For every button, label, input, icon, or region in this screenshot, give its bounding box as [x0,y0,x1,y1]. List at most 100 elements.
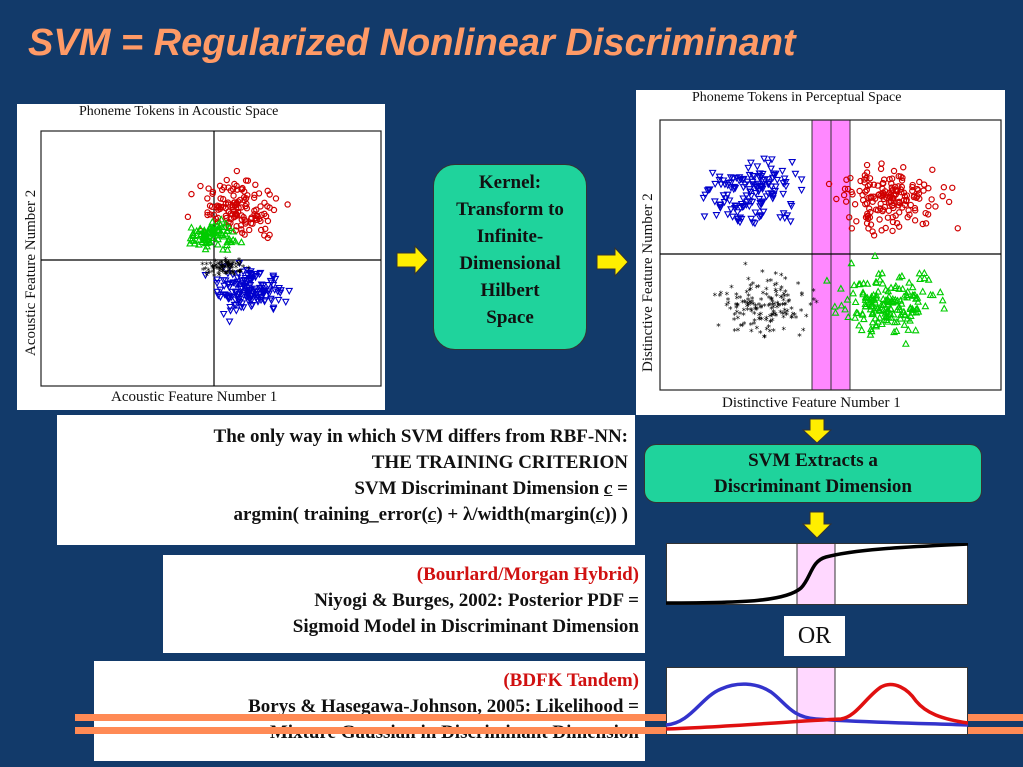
acoustic-space-plot: * * * * * * * * * * * * * * * * * * * * * * * * * * * * * * * * * * * * * * * *… [17,104,385,410]
svg-text:*: * [212,264,217,274]
svg-text:*: * [773,270,778,280]
svg-text:*: * [760,269,765,279]
svg-text:*: * [223,259,228,269]
kernel-line: Dimensional [459,253,561,274]
svg-text:*: * [781,297,786,307]
green-class-cloud [186,215,246,253]
svg-text:*: * [749,307,754,317]
svg-text:*: * [766,302,771,312]
svg-text:*: * [742,307,747,317]
kernel-transform-box: Kernel: Transform to Infinite- Dimension… [433,164,587,350]
svg-text:*: * [786,293,791,303]
svg-text:*: * [746,297,751,307]
svg-text:*: * [754,284,759,294]
svg-text:*: * [769,296,774,306]
svg-text:*: * [212,273,217,283]
svg-text:*: * [750,298,755,308]
svg-text:*: * [231,259,236,269]
svg-text:*: * [217,265,222,275]
svg-text:*: * [768,302,773,312]
svg-text:*: * [205,270,210,280]
svg-text:*: * [786,298,791,308]
svg-text:*: * [774,289,779,299]
svg-text:*: * [735,295,740,305]
svg-text:*: * [213,263,218,273]
svg-text:*: * [782,293,787,303]
svg-text:*: * [217,265,222,275]
svg-text:*: * [738,311,743,321]
svg-text:*: * [757,316,762,326]
svg-text:*: * [226,260,231,270]
svg-text:*: * [221,266,226,276]
perceptual-space-plot: * * * * * * * * * * * * * * * * * * * * * * * * * * * * * * * * * * * * * * * *… [636,90,1005,415]
svg-text:*: * [218,266,223,276]
svm-box-line: Discriminant Dimension [714,476,912,497]
svg-text:*: * [799,308,804,318]
svg-text:*: * [783,289,788,299]
or-label: OR [784,616,845,656]
svg-text:*: * [791,311,796,321]
svg-text:*: * [769,297,774,307]
training-line-4: argmin( training_error(c) + λ/width(marg… [57,502,628,528]
svg-text:*: * [753,303,758,313]
svg-text:*: * [217,268,222,278]
svg-text:*: * [713,292,718,302]
training-text: SVM Discriminant Dimension [354,478,604,499]
svg-text:*: * [748,282,753,292]
svg-text:*: * [801,327,806,337]
svg-text:*: * [782,307,787,317]
svg-text:*: * [225,261,230,271]
svg-text:*: * [774,293,779,303]
perceptual-scatter-canvas: ********* ******************* ******** ****… [659,119,1002,391]
svg-text:*: * [749,322,754,332]
training-line-1: The only way in which SVM differs from R… [213,426,628,447]
svg-text:*: * [228,265,233,275]
svg-text:*: * [759,311,764,321]
svg-text:*: * [768,318,773,328]
lambda-symbol: λ [462,504,473,525]
svg-text:*: * [758,316,763,326]
svg-text:*: * [783,310,788,320]
training-text: = [612,478,628,499]
svg-text:*: * [227,262,232,272]
sigmoid-curve [666,543,968,605]
acoustic-scatter-canvas: * ** ** *** ** **** ** ** *** ****** **** ** *******… [40,130,382,387]
svg-text:*: * [769,277,774,287]
svg-text:*: * [765,326,770,336]
svg-text:*: * [718,292,723,302]
training-text: argmin( training_error( [233,504,428,525]
sigmoid-diagram [666,543,968,605]
svg-text:*: * [747,299,752,309]
svg-text:*: * [221,268,226,278]
training-text: /width(margin( [472,504,596,525]
svg-text:*: * [221,264,226,274]
discriminant-band [796,667,836,735]
svg-text:*: * [787,297,792,307]
svg-text:*: * [755,306,760,316]
svg-text:*: * [770,301,775,311]
slide-title: SVM = Regularized Nonlinear Discriminant [28,22,796,64]
svg-text:*: * [753,305,758,315]
svg-text:*: * [230,265,235,275]
svg-text:*: * [729,284,734,294]
svg-text:*: * [814,299,819,309]
perceptual-plot-title: Phoneme Tokens in Perceptual Space [692,90,902,105]
svg-text:*: * [214,265,219,275]
svg-text:*: * [219,259,224,269]
svg-text:*: * [211,269,216,279]
svg-text:*: * [775,304,780,314]
svg-text:*: * [228,271,233,281]
svg-text:*: * [210,264,215,274]
svg-text:*: * [746,292,751,302]
sigmoid-canvas [666,543,968,605]
training-line-3: SVM Discriminant Dimension c = [57,476,628,502]
hybrid-heading: (Bourlard/Morgan Hybrid) [416,564,639,585]
svg-text:*: * [734,291,739,301]
perceptual-x-axis-label: Distinctive Feature Number 1 [722,395,901,411]
svg-text:*: * [225,269,230,279]
svg-text:*: * [726,300,731,310]
svg-text:*: * [790,314,795,324]
svg-text:*: * [206,267,211,277]
kernel-line: Hilbert [480,280,540,301]
svg-text:*: * [716,323,721,333]
